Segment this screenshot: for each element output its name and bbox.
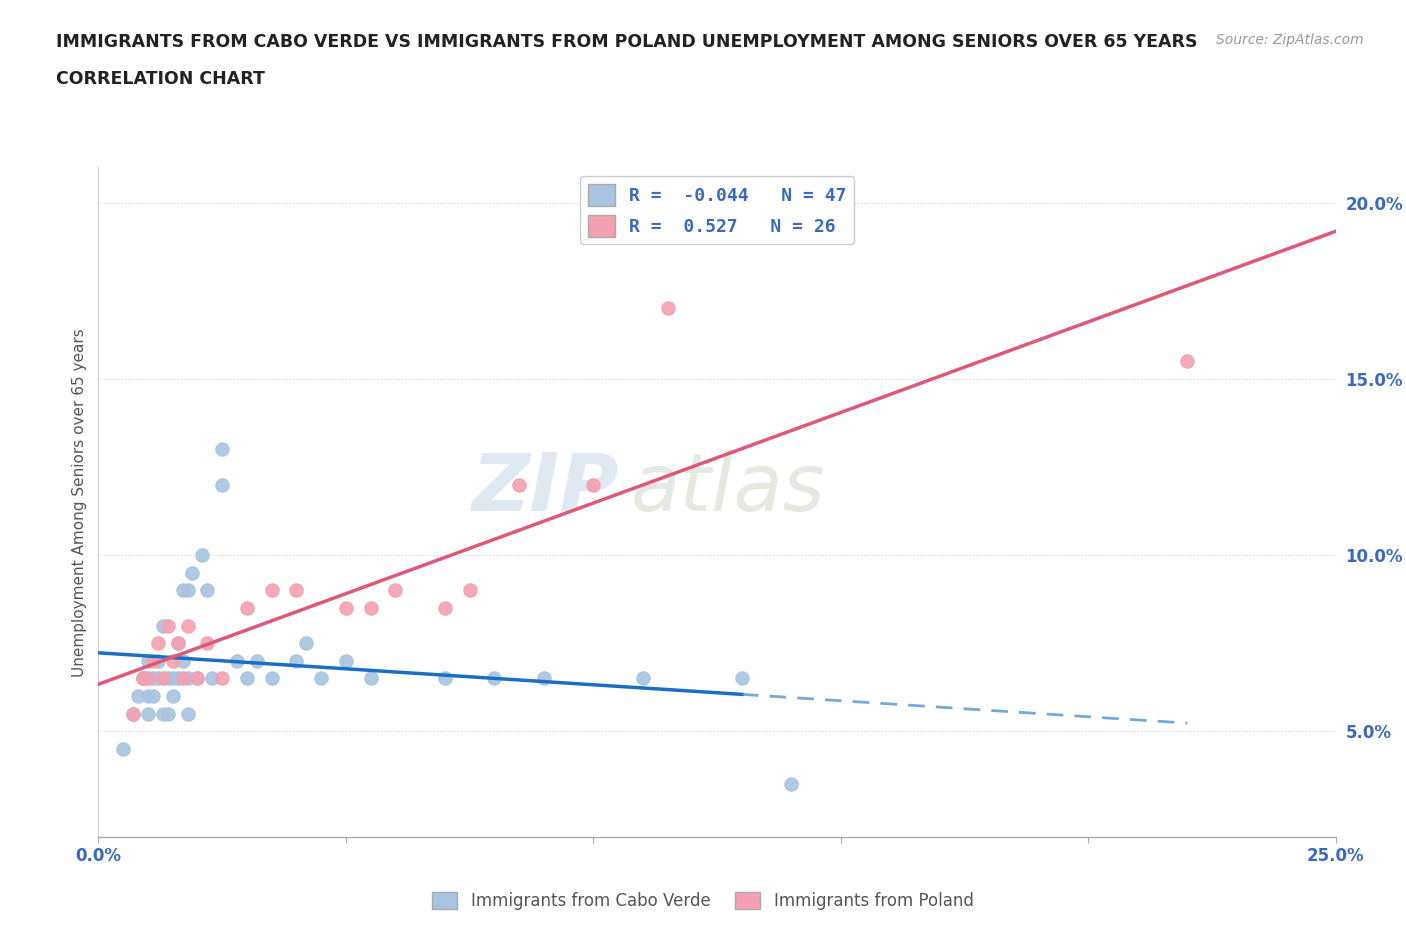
- Point: [146, 654, 169, 669]
- Point: [433, 671, 456, 685]
- Point: [309, 671, 332, 685]
- Point: [172, 671, 194, 685]
- Point: [295, 636, 318, 651]
- Point: [433, 601, 456, 616]
- Point: [236, 671, 259, 685]
- Point: [780, 777, 803, 791]
- Point: [186, 671, 208, 685]
- Point: [132, 671, 155, 685]
- Text: Source: ZipAtlas.com: Source: ZipAtlas.com: [1216, 33, 1364, 46]
- Point: [285, 583, 308, 598]
- Point: [731, 671, 754, 685]
- Point: [195, 636, 218, 651]
- Point: [162, 688, 184, 703]
- Legend: R =  -0.044   N = 47, R =  0.527   N = 26: R = -0.044 N = 47, R = 0.527 N = 26: [581, 177, 853, 244]
- Point: [191, 548, 214, 563]
- Point: [122, 706, 145, 721]
- Point: [112, 741, 135, 756]
- Point: [152, 706, 174, 721]
- Point: [260, 671, 283, 685]
- Point: [176, 618, 198, 633]
- Point: [211, 671, 233, 685]
- Point: [181, 565, 204, 580]
- Point: [136, 688, 159, 703]
- Point: [142, 654, 165, 669]
- Point: [484, 671, 506, 685]
- Point: [146, 636, 169, 651]
- Point: [260, 583, 283, 598]
- Point: [122, 706, 145, 721]
- Point: [166, 671, 188, 685]
- Point: [152, 671, 174, 685]
- Point: [360, 601, 382, 616]
- Point: [127, 688, 149, 703]
- Point: [582, 477, 605, 492]
- Point: [142, 688, 165, 703]
- Point: [162, 671, 184, 685]
- Point: [162, 654, 184, 669]
- Point: [166, 636, 188, 651]
- Point: [186, 671, 208, 685]
- Text: atlas: atlas: [630, 450, 825, 528]
- Point: [176, 706, 198, 721]
- Point: [152, 618, 174, 633]
- Text: CORRELATION CHART: CORRELATION CHART: [56, 70, 266, 87]
- Point: [132, 671, 155, 685]
- Point: [1175, 353, 1198, 368]
- Point: [136, 706, 159, 721]
- Legend: Immigrants from Cabo Verde, Immigrants from Poland: Immigrants from Cabo Verde, Immigrants f…: [426, 885, 980, 917]
- Point: [285, 654, 308, 669]
- Point: [146, 671, 169, 685]
- Point: [201, 671, 224, 685]
- Point: [172, 583, 194, 598]
- Point: [176, 583, 198, 598]
- Point: [166, 636, 188, 651]
- Point: [508, 477, 530, 492]
- Point: [631, 671, 654, 685]
- Point: [335, 654, 357, 669]
- Point: [384, 583, 406, 598]
- Point: [156, 706, 179, 721]
- Point: [211, 477, 233, 492]
- Point: [335, 601, 357, 616]
- Point: [156, 671, 179, 685]
- Text: ZIP: ZIP: [471, 450, 619, 528]
- Point: [246, 654, 269, 669]
- Point: [136, 671, 159, 685]
- Point: [142, 671, 165, 685]
- Text: IMMIGRANTS FROM CABO VERDE VS IMMIGRANTS FROM POLAND UNEMPLOYMENT AMONG SENIORS : IMMIGRANTS FROM CABO VERDE VS IMMIGRANTS…: [56, 33, 1198, 50]
- Point: [156, 618, 179, 633]
- Point: [533, 671, 555, 685]
- Point: [136, 654, 159, 669]
- Point: [657, 301, 679, 316]
- Point: [172, 654, 194, 669]
- Y-axis label: Unemployment Among Seniors over 65 years: Unemployment Among Seniors over 65 years: [72, 328, 87, 677]
- Point: [195, 583, 218, 598]
- Point: [458, 583, 481, 598]
- Point: [132, 671, 155, 685]
- Point: [176, 671, 198, 685]
- Point: [360, 671, 382, 685]
- Point: [226, 654, 249, 669]
- Point: [236, 601, 259, 616]
- Point: [211, 442, 233, 457]
